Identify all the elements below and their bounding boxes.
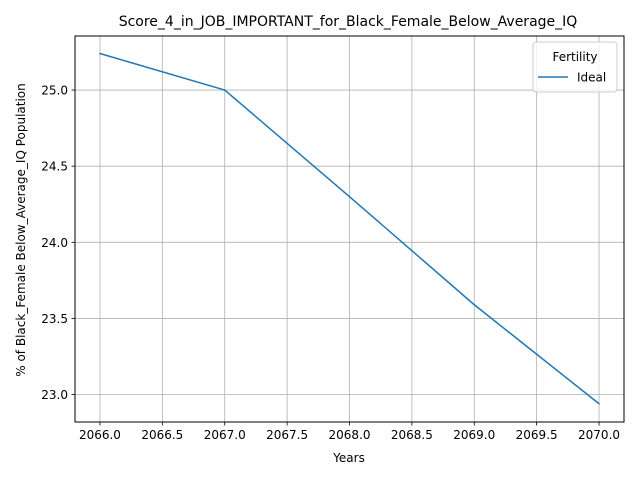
x-axis-label: Years bbox=[332, 451, 365, 465]
x-tick-label: 2070.0 bbox=[578, 428, 620, 442]
y-axis: 23.0 23.5 24.0 24.5 25.0 bbox=[41, 84, 75, 402]
legend-box bbox=[532, 41, 618, 93]
series-layer bbox=[99, 52, 600, 405]
data-point bbox=[598, 402, 600, 405]
x-tick-label: 2067.0 bbox=[204, 428, 246, 442]
legend-label: Ideal bbox=[577, 71, 606, 85]
x-tick-label: 2066.0 bbox=[79, 428, 121, 442]
legend: Fertility Ideal bbox=[532, 41, 618, 93]
x-tick-label: 2068.0 bbox=[329, 428, 371, 442]
legend-title: Fertility bbox=[552, 50, 597, 64]
chart-title: Score_4_in_JOB_IMPORTANT_for_Black_Femal… bbox=[119, 14, 578, 30]
x-tick-label: 2069.5 bbox=[516, 428, 558, 442]
x-tick-label: 2067.5 bbox=[266, 428, 308, 442]
grid-lines bbox=[75, 36, 624, 422]
data-point bbox=[223, 89, 226, 91]
y-tick-label: 25.0 bbox=[41, 84, 68, 98]
data-point bbox=[99, 52, 101, 55]
x-tick-label: 2068.5 bbox=[391, 428, 433, 442]
x-axis: 2066.0 2066.5 2067.0 2067.5 2068.0 2068.5 2069… bbox=[79, 422, 620, 442]
y-tick-label: 23.0 bbox=[41, 388, 68, 402]
y-tick-label: 24.5 bbox=[41, 160, 68, 174]
x-tick-label: 2066.5 bbox=[141, 428, 183, 442]
y-axis-label: % of Black_Female Below_Average_IQ Popul… bbox=[14, 83, 28, 377]
y-tick-label: 23.5 bbox=[41, 312, 68, 326]
data-point bbox=[473, 304, 476, 306]
x-tick-label: 2069.0 bbox=[453, 428, 495, 442]
data-point bbox=[348, 195, 351, 198]
y-tick-label: 24.0 bbox=[41, 236, 68, 250]
